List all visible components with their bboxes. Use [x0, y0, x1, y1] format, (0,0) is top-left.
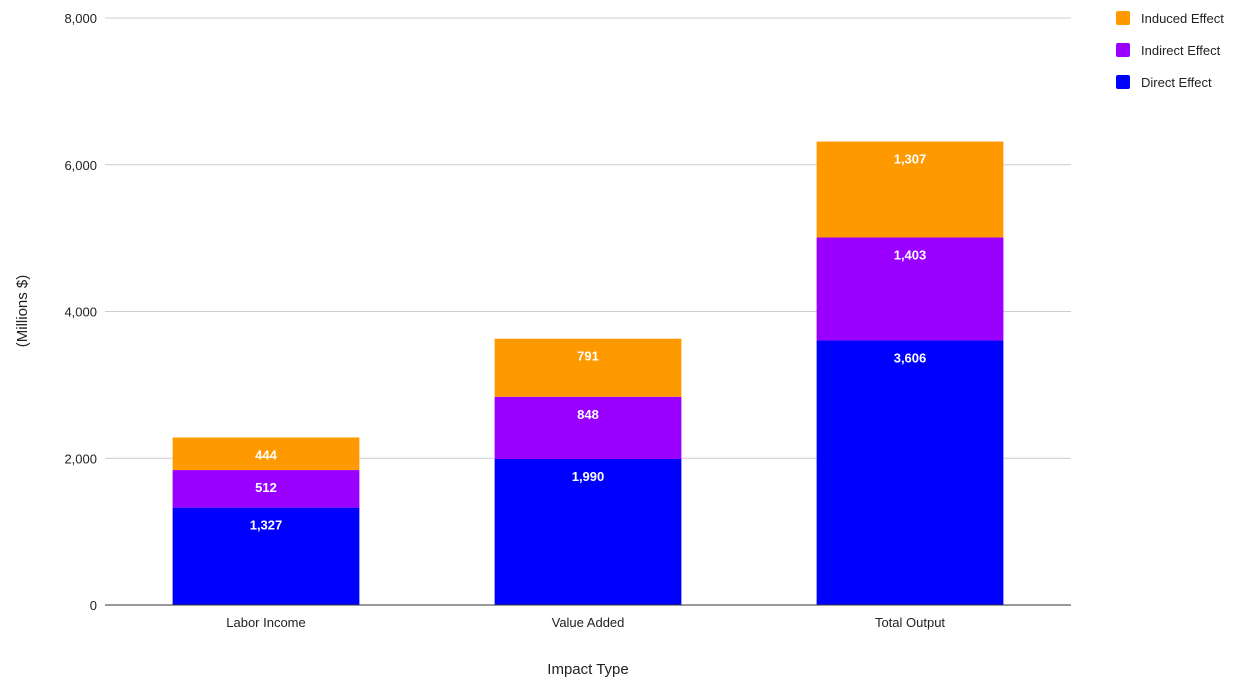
- x-tick-label: Total Output: [875, 615, 945, 630]
- data-label: 3,606: [894, 350, 927, 365]
- data-label: 848: [577, 407, 599, 422]
- bar-segment-indirect-effect: [816, 237, 1004, 341]
- data-label: 444: [255, 447, 277, 462]
- bars: 1,327 512 444 1,990 848 791 3,606 1,403 1,307: [172, 141, 1004, 605]
- bar-segment-direct-effect: [172, 507, 360, 605]
- legend-label: Direct Effect: [1141, 75, 1212, 90]
- bar-segment-indirect-effect: [494, 396, 682, 459]
- bar-segment-induced-effect: [816, 141, 1004, 238]
- legend: Induced Effect Indirect Effect Direct Effe…: [1116, 11, 1224, 90]
- legend-swatch: [1116, 11, 1130, 25]
- legend-label: Induced Effect: [1141, 11, 1224, 26]
- y-tick-label: 4,000: [64, 305, 97, 320]
- data-label: 1,307: [894, 152, 927, 167]
- y-axis-title: (Millions $): [14, 275, 31, 348]
- bar-segment-direct-effect: [816, 340, 1004, 605]
- y-tick-label: 8,000: [64, 11, 97, 26]
- y-tick-label: 2,000: [64, 451, 97, 466]
- axes: 0 2,000 4,000 6,000 8,000 Labor Income Value A…: [64, 11, 1071, 630]
- legend-swatch: [1116, 43, 1130, 57]
- bar-segment-indirect-effect: [172, 470, 360, 508]
- legend-label: Indirect Effect: [1141, 43, 1221, 58]
- x-tick-label: Value Added: [552, 615, 625, 630]
- bar-segment-induced-effect: [494, 338, 682, 397]
- x-axis-title: Impact Type: [547, 661, 628, 678]
- data-label: 1,403: [894, 247, 927, 262]
- data-label: 1,327: [250, 518, 283, 533]
- y-tick-label: 6,000: [64, 158, 97, 173]
- data-label: 791: [577, 349, 599, 364]
- bar-segment-induced-effect: [172, 437, 360, 471]
- y-tick-label: 0: [90, 598, 97, 613]
- legend-swatch: [1116, 75, 1130, 89]
- x-tick-label: Labor Income: [226, 615, 306, 630]
- bar-segment-direct-effect: [494, 458, 682, 605]
- data-label: 1,990: [572, 469, 605, 484]
- data-label: 512: [255, 480, 277, 495]
